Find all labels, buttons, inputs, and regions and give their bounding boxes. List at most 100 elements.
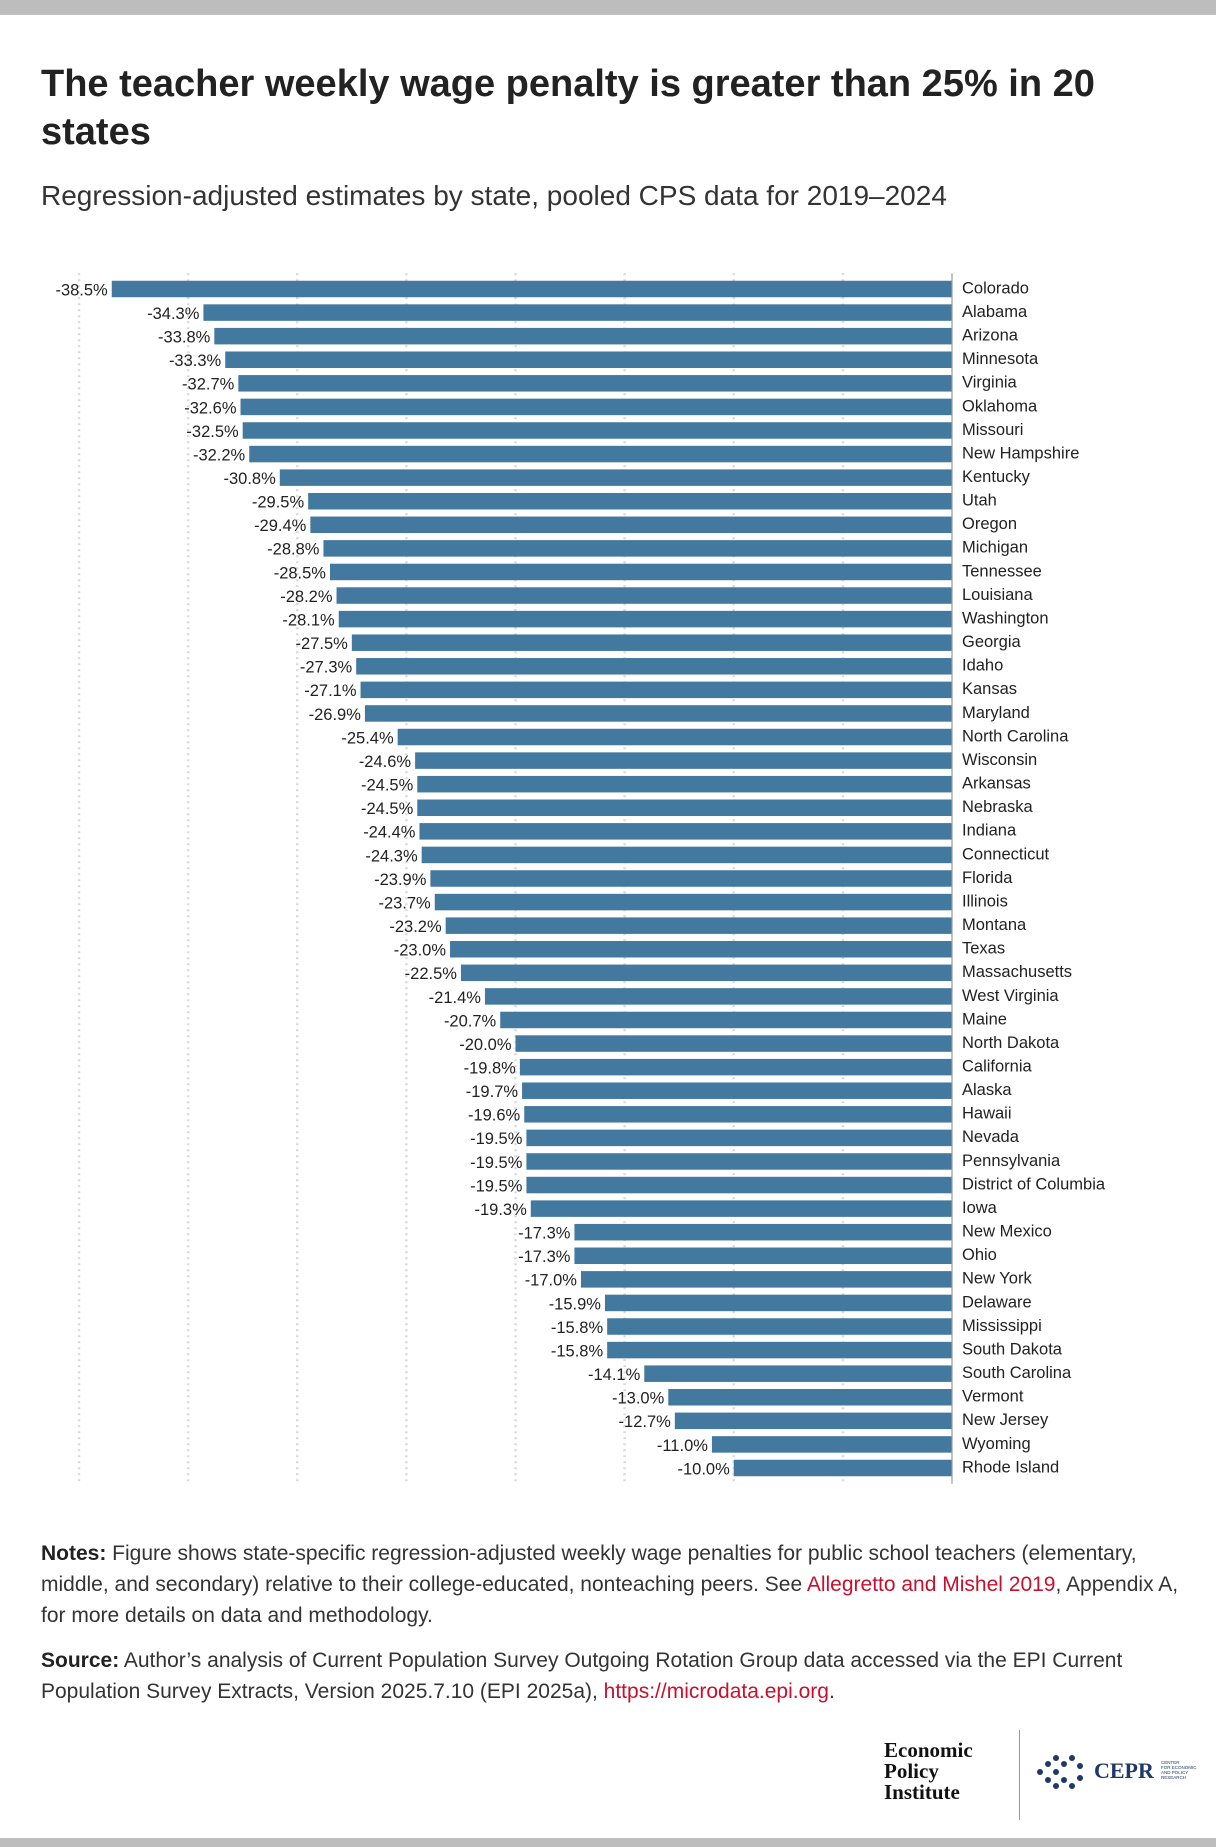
- cepr-icon: [1037, 1755, 1083, 1789]
- bar: [522, 1082, 952, 1099]
- value-label: -17.3%: [518, 1225, 571, 1243]
- bar: [203, 304, 953, 321]
- value-label: -13.0%: [612, 1390, 665, 1408]
- category-label: Virginia: [962, 374, 1018, 392]
- value-label: -10.0%: [677, 1460, 730, 1478]
- bar: [242, 422, 952, 439]
- value-label: -28.5%: [274, 564, 327, 582]
- value-label: -33.8%: [158, 329, 211, 347]
- value-label: -28.2%: [280, 588, 333, 606]
- bar: [526, 1176, 952, 1194]
- value-label: -15.8%: [551, 1319, 604, 1337]
- value-label: -26.9%: [309, 706, 362, 724]
- category-label: Georgia: [962, 633, 1022, 651]
- bar: [356, 658, 952, 675]
- category-label: Maine: [962, 1010, 1007, 1028]
- logo-text: AND POLICY: [1161, 1770, 1189, 1775]
- value-label: -32.2%: [193, 446, 246, 464]
- bar: [460, 964, 952, 982]
- notes: Notes: Figure shows state-specific regre…: [41, 1538, 1181, 1631]
- category-label: South Dakota: [962, 1340, 1063, 1358]
- value-label: -24.5%: [361, 777, 414, 795]
- source-link[interactable]: https://microdata.epi.org: [603, 1680, 829, 1703]
- category-label: Kansas: [962, 680, 1017, 698]
- category-label: Utah: [962, 492, 997, 510]
- logo-text: Economic: [884, 1738, 973, 1762]
- category-label: Tennessee: [962, 562, 1042, 580]
- value-label: -23.0%: [394, 942, 447, 960]
- bar: [415, 752, 953, 769]
- bar: [364, 705, 953, 722]
- value-label: -20.7%: [444, 1012, 497, 1030]
- value-label: -27.1%: [304, 682, 357, 700]
- bar: [360, 681, 953, 699]
- notes-text: Figure shows state-specific regression-a…: [41, 1542, 1137, 1596]
- category-label: West Virginia: [962, 987, 1059, 1005]
- bar: [310, 516, 953, 534]
- category-label: Rhode Island: [962, 1458, 1059, 1476]
- value-label: -19.6%: [468, 1107, 521, 1125]
- value-label: -19.7%: [466, 1083, 519, 1101]
- value-label: -32.7%: [182, 376, 235, 394]
- value-label: -29.5%: [252, 494, 305, 512]
- value-label: -33.3%: [169, 352, 222, 370]
- bar: [419, 823, 953, 840]
- bar: [329, 563, 952, 581]
- value-label: -23.2%: [389, 918, 442, 936]
- value-label: -25.4%: [341, 729, 394, 747]
- category-label: Louisiana: [962, 586, 1033, 604]
- notes-link[interactable]: Allegretto and Mishel 2019: [806, 1573, 1056, 1596]
- bar: [530, 1200, 952, 1217]
- value-label: -24.5%: [361, 800, 414, 818]
- category-label: Michigan: [962, 539, 1028, 557]
- chart: -38.5% Colorado -34.3% Alabama -33.8% Arizona…: [55, 273, 1106, 1484]
- notes-label: Notes:: [41, 1542, 107, 1565]
- category-label: Maryland: [962, 704, 1030, 722]
- category-label: Oregon: [962, 515, 1017, 533]
- source-text: .: [828, 1680, 835, 1703]
- bar: [524, 1106, 952, 1123]
- bar: [249, 445, 953, 463]
- bar: [711, 1436, 952, 1453]
- category-label: New Hampshire: [962, 444, 1079, 462]
- category-label: Colorado: [962, 279, 1029, 297]
- cepr-subtext: CENTER FOR ECONOMIC AND POLICY RESEARCH: [1161, 1760, 1197, 1780]
- bar: [238, 375, 952, 392]
- bar: [580, 1271, 952, 1288]
- bar: [111, 280, 953, 298]
- category-label: Alaska: [962, 1081, 1012, 1099]
- logo-text: Institute: [884, 1780, 960, 1804]
- category-label: Florida: [962, 869, 1013, 887]
- bar: [484, 988, 952, 1005]
- bar: [644, 1365, 952, 1382]
- category-label: Oklahoma: [962, 397, 1038, 415]
- value-label: -28.1%: [282, 611, 335, 629]
- value-label: -30.8%: [224, 470, 277, 488]
- category-label: Massachusetts: [962, 963, 1072, 981]
- value-label: -19.5%: [470, 1177, 523, 1195]
- category-label: Arkansas: [962, 775, 1031, 793]
- bar: [607, 1341, 952, 1359]
- category-label: Idaho: [962, 657, 1003, 675]
- value-label: -15.9%: [549, 1295, 602, 1313]
- category-label: New York: [962, 1270, 1032, 1288]
- chart-title: The teacher weekly wage penalty is great…: [41, 63, 1095, 153]
- category-label: California: [962, 1057, 1033, 1075]
- value-label: -38.5%: [55, 281, 108, 299]
- value-label: -22.5%: [405, 965, 458, 983]
- category-label: Vermont: [962, 1388, 1024, 1406]
- category-label: Arizona: [962, 327, 1019, 345]
- category-label: Indiana: [962, 822, 1017, 840]
- category-label: New Jersey: [962, 1411, 1049, 1429]
- bar: [500, 1011, 952, 1029]
- bar: [604, 1294, 952, 1312]
- category-label: Washington: [962, 609, 1049, 627]
- bar: [526, 1153, 952, 1170]
- category-label: Hawaii: [962, 1105, 1012, 1123]
- category-label: New Mexico: [962, 1223, 1052, 1241]
- value-label: -32.5%: [186, 423, 239, 441]
- logo-text: CENTER: [1161, 1760, 1180, 1765]
- category-label: Nevada: [962, 1128, 1020, 1146]
- category-label: Missouri: [962, 421, 1023, 439]
- value-label: -17.3%: [518, 1248, 571, 1266]
